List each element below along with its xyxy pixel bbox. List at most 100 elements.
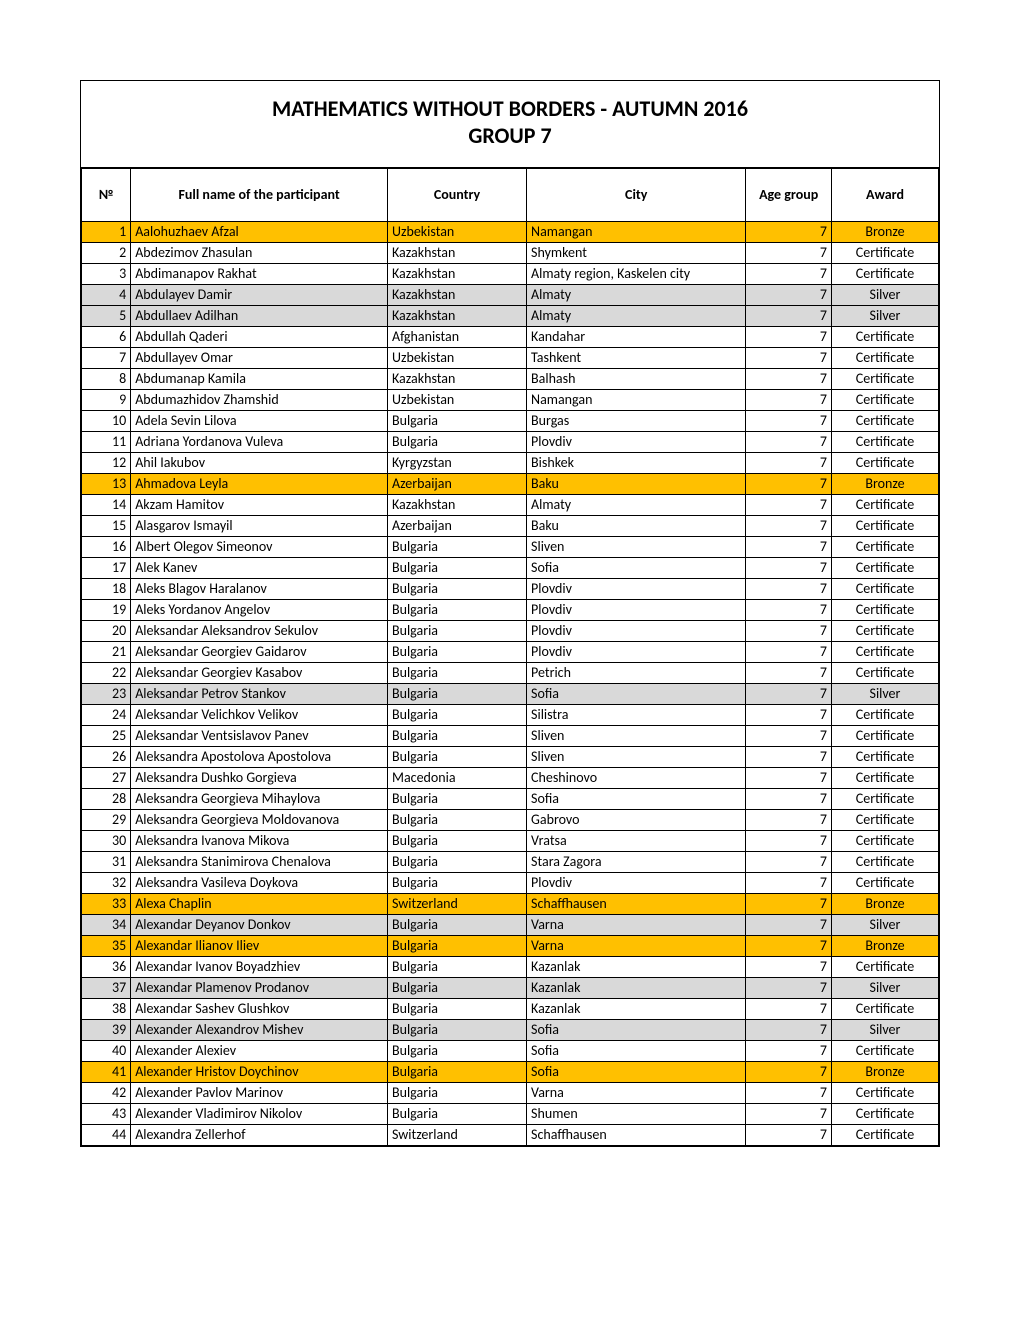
cell-country: Macedonia bbox=[387, 768, 526, 789]
cell-city: Plovdiv bbox=[527, 600, 746, 621]
cell-award: Certificate bbox=[831, 747, 938, 768]
cell-name: Ahil Iakubov bbox=[131, 453, 388, 474]
table-row: 31Aleksandra Stanimirova ChenalovaBulgar… bbox=[82, 852, 939, 873]
table-row: 10Adela Sevin LilovaBulgariaBurgas7Certi… bbox=[82, 411, 939, 432]
cell-name: Adriana Yordanova Vuleva bbox=[131, 432, 388, 453]
cell-number: 41 bbox=[82, 1062, 131, 1083]
cell-country: Bulgaria bbox=[387, 810, 526, 831]
cell-award: Certificate bbox=[831, 1104, 938, 1125]
cell-age: 7 bbox=[746, 663, 832, 684]
cell-city: Sliven bbox=[527, 537, 746, 558]
cell-number: 20 bbox=[82, 621, 131, 642]
cell-award: Certificate bbox=[831, 852, 938, 873]
cell-award: Certificate bbox=[831, 432, 938, 453]
cell-award: Certificate bbox=[831, 621, 938, 642]
table-row: 21Aleksandar Georgiev GaidarovBulgariaPl… bbox=[82, 642, 939, 663]
cell-number: 29 bbox=[82, 810, 131, 831]
cell-number: 27 bbox=[82, 768, 131, 789]
cell-number: 25 bbox=[82, 726, 131, 747]
cell-city: Schaffhausen bbox=[527, 894, 746, 915]
cell-city: Sofia bbox=[527, 1020, 746, 1041]
title-line-2: GROUP 7 bbox=[81, 122, 939, 149]
cell-city: Sofia bbox=[527, 684, 746, 705]
cell-number: 22 bbox=[82, 663, 131, 684]
cell-age: 7 bbox=[746, 537, 832, 558]
cell-number: 42 bbox=[82, 1083, 131, 1104]
cell-country: Bulgaria bbox=[387, 873, 526, 894]
col-number: № bbox=[82, 169, 131, 222]
table-row: 14Akzam HamitovKazakhstanAlmaty7Certific… bbox=[82, 495, 939, 516]
title-line-1: MATHEMATICS WITHOUT BORDERS - AUTUMN 201… bbox=[81, 95, 939, 122]
cell-number: 39 bbox=[82, 1020, 131, 1041]
cell-age: 7 bbox=[746, 894, 832, 915]
cell-name: Aleksandra Vasileva Doykova bbox=[131, 873, 388, 894]
col-agegroup: Age group bbox=[746, 169, 832, 222]
cell-age: 7 bbox=[746, 600, 832, 621]
cell-age: 7 bbox=[746, 747, 832, 768]
cell-name: Alexandar Ilianov Iliev bbox=[131, 936, 388, 957]
cell-name: Abdumanap Kamila bbox=[131, 369, 388, 390]
cell-city: Sliven bbox=[527, 726, 746, 747]
cell-country: Bulgaria bbox=[387, 1020, 526, 1041]
cell-country: Bulgaria bbox=[387, 915, 526, 936]
cell-number: 10 bbox=[82, 411, 131, 432]
cell-number: 13 bbox=[82, 474, 131, 495]
cell-country: Uzbekistan bbox=[387, 390, 526, 411]
cell-age: 7 bbox=[746, 495, 832, 516]
cell-country: Bulgaria bbox=[387, 558, 526, 579]
cell-award: Certificate bbox=[831, 957, 938, 978]
cell-award: Bronze bbox=[831, 474, 938, 495]
cell-award: Certificate bbox=[831, 579, 938, 600]
cell-number: 3 bbox=[82, 264, 131, 285]
table-row: 42Alexander Pavlov MarinovBulgariaVarna7… bbox=[82, 1083, 939, 1104]
cell-city: Almaty bbox=[527, 285, 746, 306]
cell-country: Bulgaria bbox=[387, 957, 526, 978]
table-row: 9Abdumazhidov ZhamshidUzbekistanNamangan… bbox=[82, 390, 939, 411]
cell-name: Alexa Chaplin bbox=[131, 894, 388, 915]
cell-city: Almaty region, Kaskelen city bbox=[527, 264, 746, 285]
table-row: 32Aleksandra Vasileva DoykovaBulgariaPlo… bbox=[82, 873, 939, 894]
table-row: 3Abdimanapov RakhatKazakhstanAlmaty regi… bbox=[82, 264, 939, 285]
cell-country: Kazakhstan bbox=[387, 369, 526, 390]
cell-city: Gabrovo bbox=[527, 810, 746, 831]
cell-award: Silver bbox=[831, 684, 938, 705]
cell-number: 21 bbox=[82, 642, 131, 663]
cell-country: Bulgaria bbox=[387, 432, 526, 453]
cell-age: 7 bbox=[746, 1104, 832, 1125]
cell-award: Bronze bbox=[831, 1062, 938, 1083]
cell-name: Alexandra Zellerhof bbox=[131, 1125, 388, 1146]
cell-number: 5 bbox=[82, 306, 131, 327]
cell-age: 7 bbox=[746, 453, 832, 474]
table-row: 29Aleksandra Georgieva MoldovanovaBulgar… bbox=[82, 810, 939, 831]
document-frame: MATHEMATICS WITHOUT BORDERS - AUTUMN 201… bbox=[80, 80, 940, 1147]
table-row: 20Aleksandar Aleksandrov SekulovBulgaria… bbox=[82, 621, 939, 642]
cell-award: Certificate bbox=[831, 453, 938, 474]
cell-name: Aleksandra Apostolova Apostolova bbox=[131, 747, 388, 768]
cell-award: Certificate bbox=[831, 369, 938, 390]
cell-number: 1 bbox=[82, 222, 131, 243]
cell-age: 7 bbox=[746, 474, 832, 495]
cell-number: 43 bbox=[82, 1104, 131, 1125]
cell-age: 7 bbox=[746, 978, 832, 999]
cell-number: 40 bbox=[82, 1041, 131, 1062]
cell-city: Kazanlak bbox=[527, 978, 746, 999]
table-row: 37Alexandar Plamenov ProdanovBulgariaKaz… bbox=[82, 978, 939, 999]
cell-city: Varna bbox=[527, 1083, 746, 1104]
table-row: 26Aleksandra Apostolova ApostolovaBulgar… bbox=[82, 747, 939, 768]
cell-name: Abdullayev Omar bbox=[131, 348, 388, 369]
table-row: 15Alasgarov IsmayilAzerbaijanBaku7Certif… bbox=[82, 516, 939, 537]
cell-age: 7 bbox=[746, 285, 832, 306]
cell-name: Alexander Vladimirov Nikolov bbox=[131, 1104, 388, 1125]
cell-country: Bulgaria bbox=[387, 600, 526, 621]
cell-award: Certificate bbox=[831, 789, 938, 810]
table-row: 44Alexandra ZellerhofSwitzerlandSchaffha… bbox=[82, 1125, 939, 1146]
cell-number: 37 bbox=[82, 978, 131, 999]
cell-number: 8 bbox=[82, 369, 131, 390]
cell-age: 7 bbox=[746, 348, 832, 369]
table-row: 33Alexa ChaplinSwitzerlandSchaffhausen7B… bbox=[82, 894, 939, 915]
cell-city: Kazanlak bbox=[527, 999, 746, 1020]
cell-country: Bulgaria bbox=[387, 999, 526, 1020]
cell-country: Bulgaria bbox=[387, 726, 526, 747]
cell-name: Aleks Yordanov Angelov bbox=[131, 600, 388, 621]
cell-city: Almaty bbox=[527, 495, 746, 516]
